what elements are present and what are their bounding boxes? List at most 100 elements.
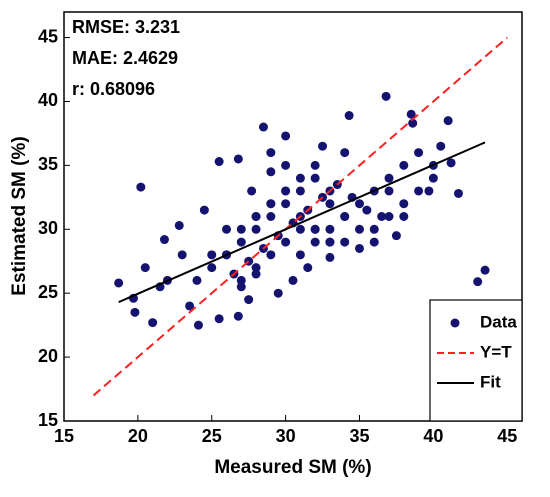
data-point (399, 212, 409, 221)
data-point (281, 131, 291, 141)
x-tick-label: 45 (497, 426, 517, 446)
data-point (446, 158, 456, 168)
data-point (251, 212, 261, 221)
x-tick-label: 30 (276, 426, 296, 446)
data-point (273, 288, 283, 298)
data-point (233, 154, 243, 164)
data-point (193, 320, 203, 330)
data-point (384, 212, 394, 221)
data-point (340, 212, 350, 221)
data-point (340, 148, 350, 158)
x-tick-label: 15 (54, 426, 74, 446)
data-point (344, 111, 354, 121)
data-point (295, 186, 305, 196)
data-point (391, 231, 401, 241)
data-point (325, 252, 335, 262)
data-point (192, 275, 202, 285)
data-point (325, 199, 335, 209)
data-point (406, 109, 416, 119)
data-point (281, 160, 291, 170)
x-tick-label: 25 (202, 426, 222, 446)
data-point (443, 116, 453, 126)
y-tick-label: 45 (38, 26, 58, 46)
data-point (214, 157, 224, 167)
data-point (310, 237, 320, 247)
data-point (399, 199, 409, 209)
data-point (303, 263, 313, 273)
data-point (199, 205, 209, 215)
data-point (414, 148, 424, 158)
data-point (114, 278, 124, 288)
data-point (340, 237, 350, 247)
data-point (266, 250, 276, 260)
data-point (354, 199, 364, 209)
line (92, 36, 508, 397)
data-point (377, 212, 387, 221)
data-point (424, 186, 434, 196)
data-point (130, 307, 140, 317)
data-point (428, 173, 438, 183)
data-point (236, 282, 246, 292)
data-point (384, 173, 394, 183)
legend-box (429, 299, 523, 422)
data-point (354, 224, 364, 234)
data-point (233, 311, 243, 321)
y-tick-label: 20 (38, 346, 58, 366)
data-point (453, 188, 463, 198)
data-point (140, 263, 150, 273)
data-point (480, 265, 490, 275)
data-point (384, 186, 394, 196)
data-point (236, 275, 246, 285)
data-point (288, 275, 298, 285)
data-point (258, 122, 268, 132)
legend-label: Y=T (480, 342, 512, 361)
data-point (369, 224, 379, 234)
data-point (266, 212, 276, 221)
line (118, 141, 486, 304)
y-tick-label: 25 (38, 282, 58, 302)
data-point (354, 243, 364, 253)
data-point (325, 224, 335, 234)
data-point (266, 167, 276, 177)
y-tick-label: 30 (38, 218, 58, 238)
data-point (251, 269, 261, 279)
data-point (281, 237, 291, 247)
data-point (310, 173, 320, 183)
data-point (369, 237, 379, 247)
data-point (207, 250, 217, 260)
data-point (148, 318, 158, 328)
data-point (295, 224, 305, 234)
data-point (177, 250, 187, 260)
y-axis-label: Estimated SM (%) (9, 136, 30, 295)
x-tick-label: 35 (349, 426, 369, 446)
data-point (281, 199, 291, 209)
data-point (207, 263, 217, 273)
x-tick-label: 20 (128, 426, 148, 446)
data-point (185, 301, 195, 311)
data-point (251, 263, 261, 273)
data-point (281, 186, 291, 196)
data-point (399, 160, 409, 170)
data-point (310, 160, 320, 170)
data-point (159, 235, 169, 245)
data-point (473, 277, 483, 287)
data-point (362, 205, 372, 215)
legend-marker (450, 318, 460, 328)
data-point (414, 186, 424, 196)
annotation: MAE: 2.4629 (72, 48, 178, 68)
data-point (174, 220, 184, 230)
data-point (214, 314, 224, 324)
data-point (136, 182, 146, 192)
data-point (266, 148, 276, 158)
legend-label: Fit (480, 372, 501, 391)
data-point (251, 224, 261, 234)
data-point (295, 173, 305, 183)
x-axis-label: Measured SM (%) (214, 457, 371, 478)
data-point (325, 237, 335, 247)
data-point (436, 141, 446, 151)
annotation: r: 0.68096 (72, 79, 155, 99)
data-point (236, 237, 246, 247)
data-point (408, 118, 418, 128)
data-point (318, 141, 328, 151)
